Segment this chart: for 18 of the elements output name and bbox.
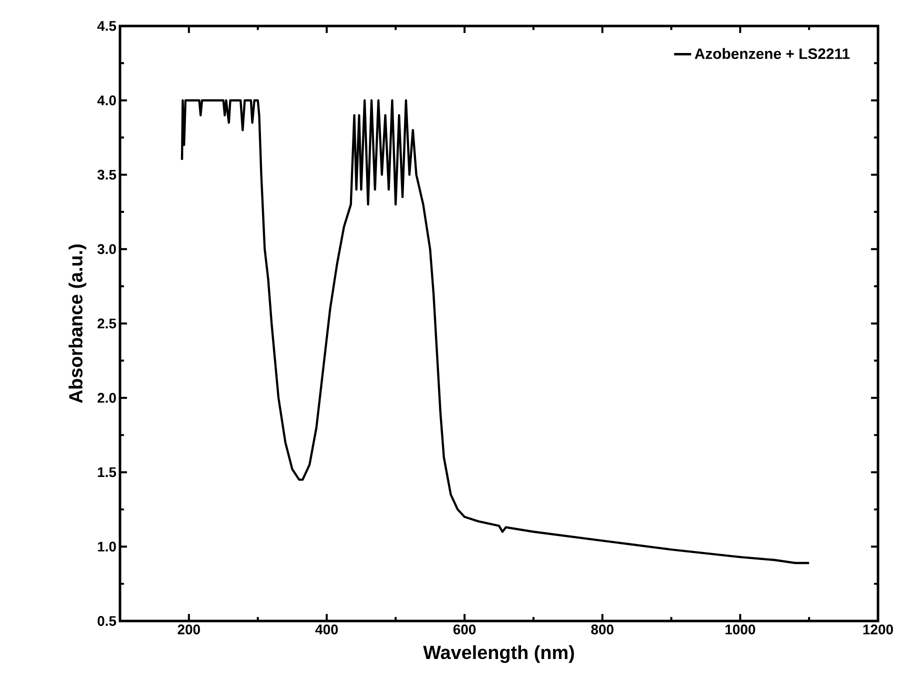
y-tick-label: 1.0	[98, 542, 116, 552]
x-tick-label: 400	[315, 624, 338, 634]
y-tick-label: 0.5	[98, 616, 116, 626]
x-tick-label: 600	[453, 624, 476, 634]
x-tick-label: 800	[591, 624, 614, 634]
y-tick-label: 3.0	[97, 244, 116, 254]
y-tick-label: 2.5	[98, 318, 116, 328]
y-tick-label: 4.0	[97, 95, 116, 106]
x-tick-label: 1200	[863, 624, 893, 634]
y-axis-title: Absorbance (a.u.)	[68, 244, 86, 403]
y-tick-label: 4.5	[97, 21, 116, 31]
x-tick-label: 1000	[726, 624, 756, 634]
y-tick-label: 3.5	[97, 170, 116, 180]
y-tick-label: 1.5	[98, 467, 116, 478]
y-tick-label: 2.0	[98, 392, 116, 403]
x-tick-label: 200	[178, 624, 200, 634]
x-axis-title: Wavelength (nm)	[423, 645, 574, 663]
legend-label: Azobenzene + LS2211	[694, 48, 850, 59]
